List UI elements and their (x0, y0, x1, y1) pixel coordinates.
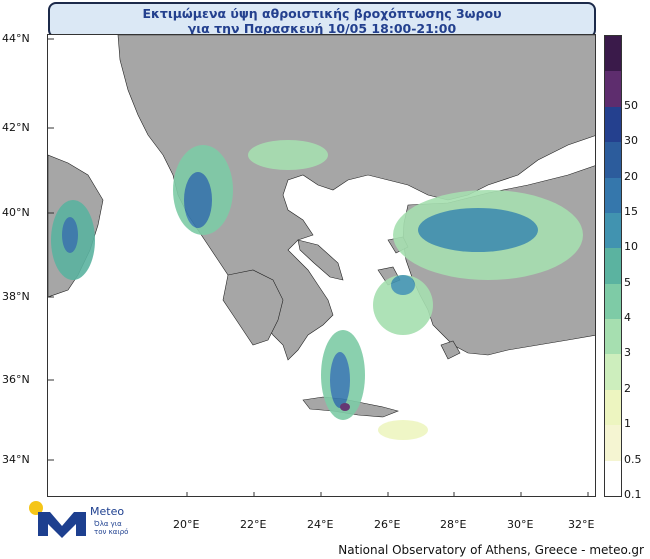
logo-tagline: Όλα για τον καιρό (94, 520, 128, 536)
legend-swatch (605, 177, 621, 213)
legend-label: 30 (624, 134, 638, 148)
legend-label: 50 (624, 98, 638, 112)
rain-crete-peak (340, 403, 350, 411)
meteo-logo (29, 501, 86, 538)
legend-swatch (605, 354, 621, 390)
legend-label: 3 (624, 346, 631, 360)
legend-label: 15 (624, 204, 638, 218)
lon-label-22: 22°E (240, 518, 267, 531)
legend-colorbar (604, 35, 622, 497)
legend-label: 1 (624, 417, 631, 431)
rain-south-aegean (378, 420, 428, 440)
map-title: Εκτιμώμενα ύψη αθροιστικής βροχόπτωσης 3… (48, 2, 596, 38)
rain-dodecanese (373, 275, 433, 335)
lon-label-26: 26°E (374, 518, 401, 531)
legend-label: 0.5 (624, 452, 642, 466)
m-icon (38, 512, 86, 538)
legend-swatch (605, 36, 621, 72)
logo-tagline-1: Όλα για (94, 520, 122, 528)
lon-ticks (186, 492, 589, 496)
rainfall-map (47, 34, 596, 497)
legend-swatch (605, 389, 621, 426)
title-line-1: Εκτιμώμενα ύψη αθροιστικής βροχόπτωσης 3… (142, 6, 502, 21)
legend-swatch (605, 142, 621, 178)
lat-label-38: 38°N (2, 290, 30, 303)
sun-icon (29, 501, 43, 515)
lat-label-34: 34°N (2, 453, 30, 466)
legend-swatch (605, 248, 621, 284)
rain-italy-core (62, 217, 78, 253)
map-canvas (48, 35, 595, 496)
legend-swatch (605, 460, 621, 496)
rhodes-land (440, 340, 461, 360)
lon-label-20: 20°E (173, 518, 200, 531)
lon-label-28: 28°E (440, 518, 467, 531)
lat-label-40: 40°N (2, 206, 30, 219)
footer-credit: National Observatory of Athens, Greece -… (338, 543, 644, 557)
lon-label-30: 30°E (507, 518, 534, 531)
lat-label-44: 44°N (2, 32, 30, 45)
rain-crete-core (330, 352, 350, 408)
legend-swatch (605, 425, 621, 461)
legend-swatch (605, 212, 621, 249)
legend-swatch (605, 283, 621, 320)
legend-label: 2 (624, 381, 631, 395)
legend-swatch (605, 319, 621, 355)
legend-swatch (605, 106, 621, 143)
legend-label: 5 (624, 275, 631, 289)
rainfall-overlay (51, 140, 583, 440)
peloponnese-land (222, 269, 284, 346)
logo-tagline-2: τον καιρό (94, 528, 129, 536)
legend-label: 4 (624, 311, 631, 325)
rain-turkey-core (418, 208, 538, 252)
lat-label-36: 36°N (2, 373, 30, 386)
lon-label-24: 24°E (307, 518, 334, 531)
legend-label: 0.1 (624, 488, 642, 501)
lat-ticks (48, 38, 54, 461)
logo-name: Meteo (90, 505, 125, 518)
rain-dodecanese-core (391, 275, 415, 295)
lat-label-42: 42°N (2, 121, 30, 134)
rain-albania-core (184, 172, 212, 228)
title-line-2: για την Παρασκευή 10/05 18:00-21:00 (187, 21, 457, 36)
rain-bulgaria (248, 140, 328, 170)
lon-label-32: 32°E (568, 518, 595, 531)
legend-label: 20 (624, 169, 638, 183)
legend-swatch (605, 71, 621, 107)
legend-label: 10 (624, 240, 638, 254)
euboea-land (297, 239, 344, 281)
